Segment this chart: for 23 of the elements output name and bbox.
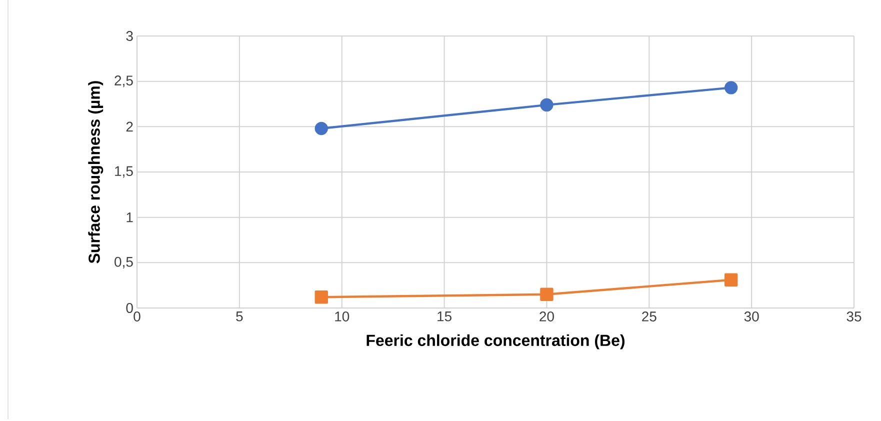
point [724,81,738,94]
point [314,122,328,136]
y-tick-label: 1,5 [115,166,133,178]
x-tick-label: 15 [438,312,452,322]
y-axis-title: Surface roughness (µm) [88,81,104,264]
point [540,98,554,112]
y-tick-label: 2,5 [114,76,133,88]
x-tick-label: 25 [642,312,656,322]
point [724,273,738,286]
x-tick-label: 30 [744,312,759,322]
x-tick-label: 5 [236,312,243,322]
point [540,288,554,301]
y-tick-label: 0,5 [114,256,133,268]
point [314,290,328,304]
x-tick-label: 0 [134,312,140,322]
y-tick-label: 0 [126,303,133,313]
y-tick-label: 3 [126,31,133,41]
x-axis-title: Feeric chloride concentration (Be) [366,334,624,350]
y-tick-label: 1 [126,212,133,222]
x-tick-label: 10 [335,312,350,322]
x-tick-label: 20 [540,312,554,322]
x-tick-label: 35 [846,312,862,322]
y-tick-label: 2 [126,122,133,132]
